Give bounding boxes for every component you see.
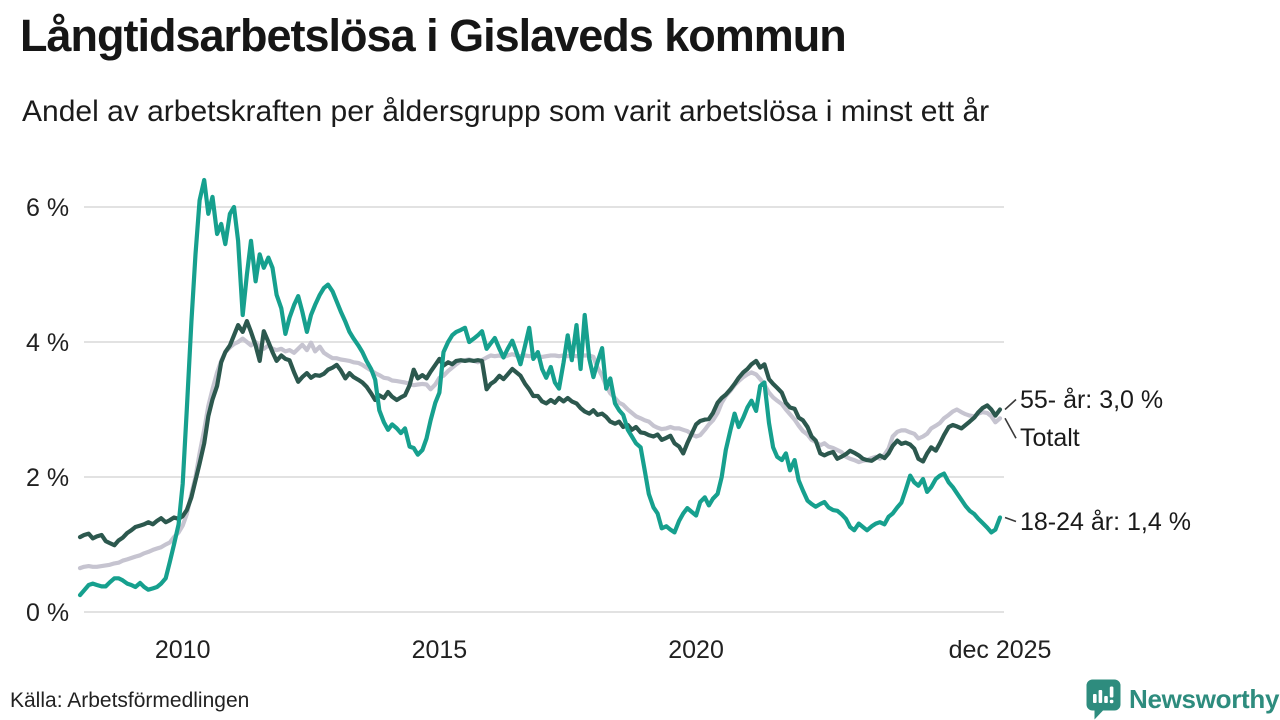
x-tick-label: 2015 <box>412 636 468 664</box>
y-tick-label: 6 % <box>26 194 69 222</box>
series-line-55-r <box>77 319 1003 548</box>
newsworthy-pin-icon <box>1086 679 1121 720</box>
line-label-18-24ar: 18-24 år: 1,4 % <box>1020 507 1191 536</box>
series-line-18-24-r <box>77 177 1003 598</box>
x-tick-label: 2010 <box>155 636 211 664</box>
y-tick-label: 2 % <box>26 464 69 492</box>
leader-line-2 <box>1004 516 1017 523</box>
source-credit: Källa: Arbetsförmedlingen <box>10 689 250 712</box>
leader-line-0 <box>1004 398 1017 411</box>
x-tick-label: dec 2025 <box>949 636 1052 664</box>
newsworthy-wordmark: Newsworthy <box>1129 684 1280 714</box>
newsworthy-logo[interactable]: Newsworthy <box>1086 679 1279 720</box>
line-label-55ar: 55- år: 3,0 % <box>1020 385 1164 414</box>
x-tick-label: 2020 <box>668 636 724 664</box>
y-tick-label: 0 % <box>26 599 69 627</box>
y-tick-label: 4 % <box>26 329 69 357</box>
leader-line-1 <box>1004 417 1017 439</box>
chart-subtitle: Andel av arbetskraften per åldersgrupp s… <box>22 95 990 128</box>
page-title: Långtidsarbetslösa i Gislaveds kommun <box>20 10 847 61</box>
line-label-totalt: Totalt <box>1020 424 1080 453</box>
